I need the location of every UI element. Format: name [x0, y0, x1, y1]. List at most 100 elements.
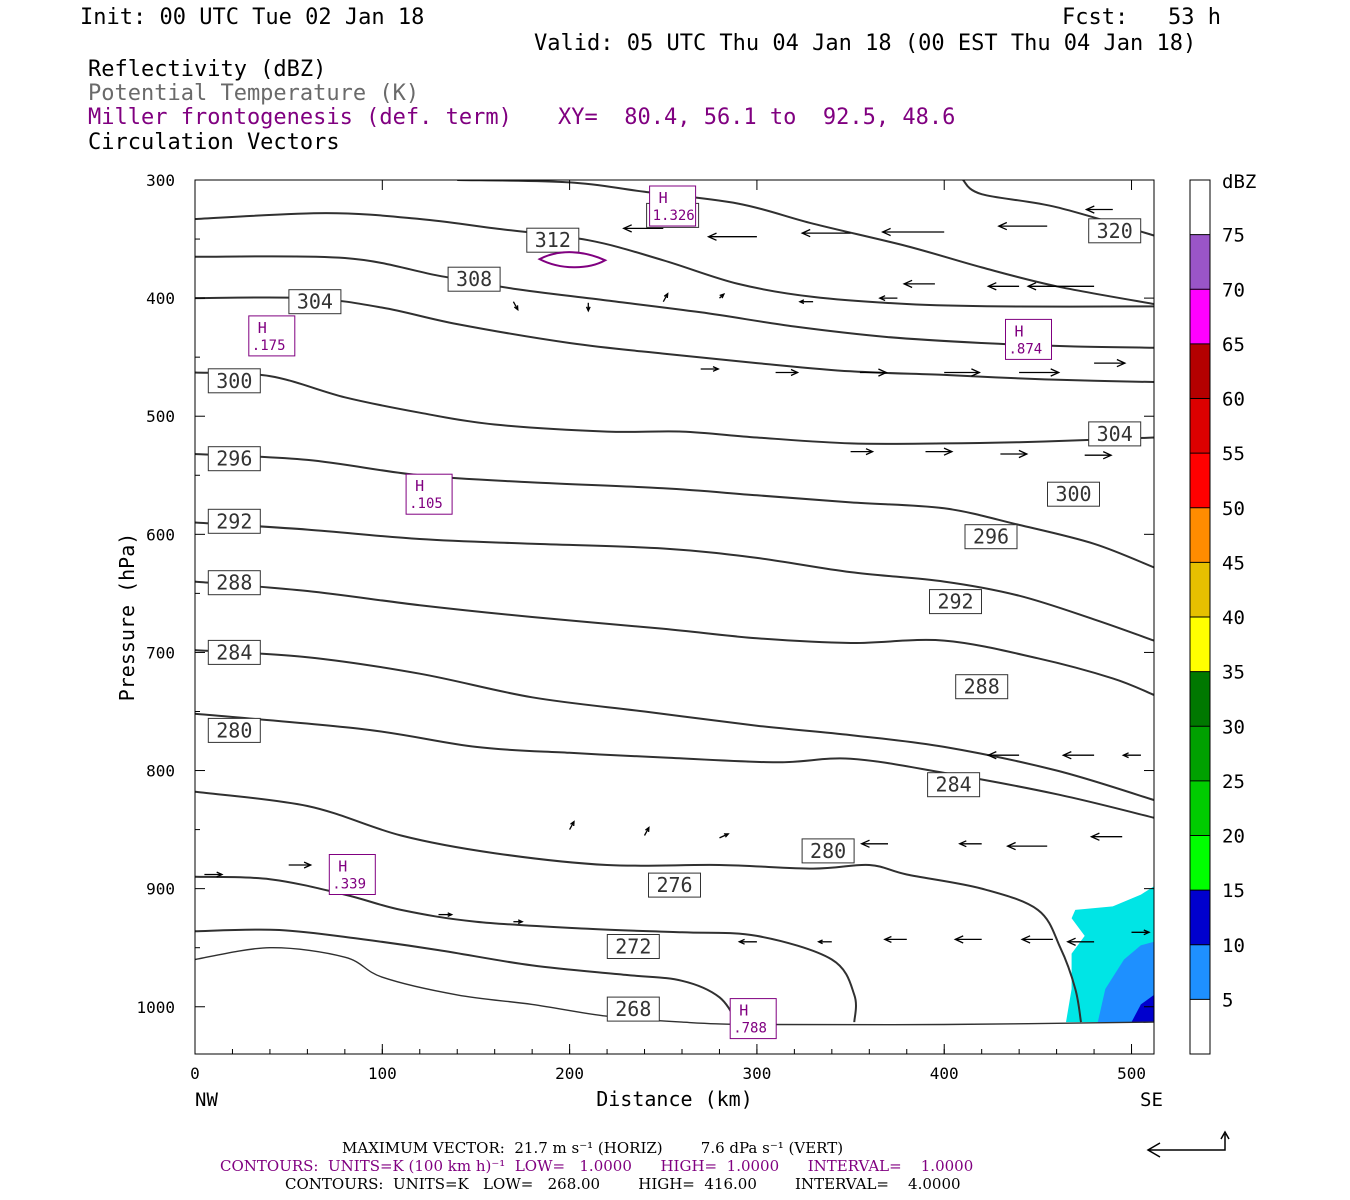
circulation-vector — [902, 279, 935, 289]
vector-head — [997, 221, 1008, 231]
theta-label-text: 296 — [216, 447, 252, 471]
vector-head — [447, 912, 454, 917]
theta-label-text: 288 — [216, 571, 252, 595]
theta-label-296: 296 — [207, 446, 261, 472]
theta-label-text: 300 — [1055, 482, 1091, 506]
circulation-vector — [1006, 841, 1048, 851]
frontogenesis-h-label: H — [258, 319, 267, 337]
y-tick-label: 500 — [146, 407, 175, 426]
colorbar-tick-label: 45 — [1222, 552, 1245, 574]
frontogenesis-box — [1005, 318, 1052, 360]
circulation-vector — [1066, 937, 1095, 946]
valid-time: Valid: 05 UTC Thu 04 Jan 18 (00 EST Thu … — [534, 31, 1197, 56]
vector-head — [513, 305, 519, 312]
circulation-vector — [817, 939, 832, 945]
vector-head — [817, 939, 823, 945]
circulation-vector — [204, 871, 224, 878]
init-time: Init: 00 UTC Tue 02 Jan 18 — [80, 5, 425, 30]
colorbar-segment — [1190, 562, 1210, 617]
colorbar-tick-label: 65 — [1222, 334, 1245, 356]
theta-label-box — [207, 446, 261, 472]
vector-head — [958, 840, 967, 848]
frontogenesis-contour-info: CONTOURS: UNITS=K (100 km h)⁻¹ LOW= 1.00… — [220, 1157, 974, 1175]
colorbar-tick-label: 55 — [1222, 443, 1245, 465]
theta-label-272: 272 — [606, 934, 660, 959]
circulation-vector — [883, 935, 907, 943]
circulation-vector — [925, 447, 954, 456]
theta-contour-316 — [195, 212, 1154, 308]
frontogenesis-value: .339 — [332, 877, 366, 893]
vector-head — [953, 935, 964, 944]
vector-head — [1084, 205, 1095, 214]
circulation-vector — [1121, 752, 1141, 759]
circulation-vector — [1094, 358, 1127, 368]
theta-label-268: 268 — [606, 996, 660, 1022]
circulation-vector — [1131, 929, 1151, 936]
colorbar-tick-label: 35 — [1222, 662, 1245, 684]
vector-head — [303, 861, 313, 869]
reference-vector-icon — [1146, 1130, 1230, 1158]
theta-label-292: 292 — [929, 589, 982, 615]
circulation-vector — [569, 820, 575, 830]
theta-label-box — [801, 838, 855, 864]
theta-label-288: 288 — [207, 570, 261, 596]
vector-head — [1050, 368, 1061, 377]
theta-label-text: 312 — [535, 228, 571, 252]
theta-label-box — [526, 227, 580, 253]
circulation-vector — [288, 861, 313, 869]
frontogenesis-value: .788 — [733, 1021, 767, 1037]
field-reflectivity: Reflectivity (dBZ) — [88, 57, 327, 82]
circulation-vector — [800, 228, 851, 238]
theta-label-box — [606, 934, 660, 959]
y-tick-label: 700 — [146, 643, 175, 662]
x-tick-label: 500 — [1117, 1064, 1146, 1083]
theta-label-284: 284 — [207, 639, 261, 665]
vector-head — [986, 751, 997, 760]
field-potential-temperature: Potential Temperature (K) — [88, 81, 420, 106]
frontogenesis-box — [729, 998, 777, 1040]
circulation-vector — [622, 224, 664, 233]
circulation-vector — [719, 293, 726, 299]
forecast-hour: Fcst: 53 h — [1062, 5, 1221, 30]
theta-label-box — [606, 996, 660, 1022]
colorbar-tick-label: 5 — [1222, 989, 1233, 1011]
theta-label-text: 292 — [216, 509, 252, 533]
circulation-vector — [881, 227, 945, 237]
plot-frame — [194, 179, 1155, 1055]
theta-label-box — [207, 639, 261, 665]
theta-label-280: 280 — [801, 838, 855, 864]
vector-head — [712, 366, 720, 372]
colorbar-tick-label: 60 — [1222, 389, 1245, 411]
colorbar-segment — [1190, 780, 1210, 836]
vector-head — [570, 820, 575, 827]
theta-label-312: 312 — [526, 227, 580, 253]
frontogenesis-box — [248, 315, 296, 357]
circulation-vector — [1061, 751, 1095, 760]
circulation-vector — [986, 282, 1020, 291]
frontogenesis-max: H.105 — [405, 473, 453, 515]
y-axis-title: Pressure (hPa) — [115, 533, 139, 702]
vector-head — [663, 292, 669, 299]
circulation-vector — [643, 826, 650, 836]
vector-head — [883, 935, 892, 943]
vector-head — [865, 448, 875, 456]
circulation-vector — [1019, 368, 1061, 377]
colorbar-tick-label: 40 — [1222, 607, 1245, 629]
x-tick-label: 200 — [555, 1064, 584, 1083]
theta-label-text: 292 — [937, 590, 973, 614]
theta-label-292: 292 — [207, 508, 261, 534]
colorbar-segment — [1190, 343, 1210, 399]
circulation-vector — [438, 912, 454, 917]
frontogenesis-value: .175 — [252, 338, 286, 354]
theta-label-text: 304 — [1097, 422, 1133, 446]
x-end-label-se: SE — [1140, 1089, 1163, 1111]
theta-label-304: 304 — [1088, 421, 1142, 447]
colorbar-tick-label: 30 — [1222, 716, 1245, 738]
frontogenesis-box — [405, 473, 453, 515]
frontogenesis-value: .105 — [409, 496, 443, 512]
circulation-vector — [850, 448, 875, 456]
vector-head — [706, 232, 717, 241]
circulation-vector — [878, 295, 898, 302]
theta-label-box — [207, 508, 261, 534]
